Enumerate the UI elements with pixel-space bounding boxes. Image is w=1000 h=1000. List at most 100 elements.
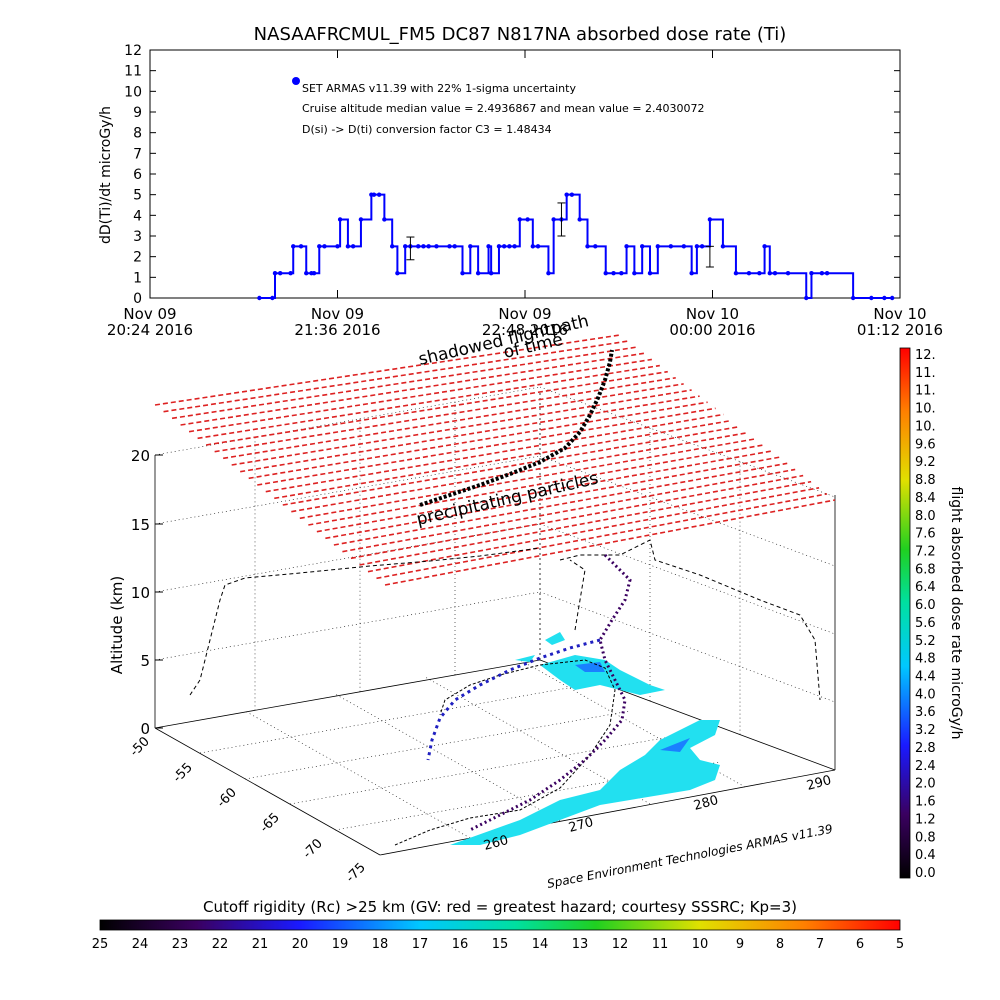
data-point [551, 217, 556, 222]
colorbar-vertical-label: flight absorbed dose rate microGy/h [948, 487, 964, 740]
data-point [421, 244, 426, 249]
track-upper-segment [419, 349, 614, 507]
colorbar-horizontal-tick: 10 [692, 937, 709, 952]
plane-hatch-line [325, 456, 780, 540]
colorbar-vertical-tick: 6.0 [915, 598, 936, 613]
data-point [486, 244, 491, 249]
y-tick-label: 5 [133, 188, 142, 204]
data-point [507, 244, 512, 249]
colorbar-vertical-tick: 2.4 [915, 759, 936, 774]
y-tick-label: 4 [133, 208, 142, 224]
data-point [475, 271, 481, 276]
altitude-tick-label: 20 [131, 447, 150, 465]
colorbar-horizontal-tick: 20 [292, 937, 309, 952]
y-tick-label: 6 [133, 167, 142, 183]
plane-hatch-line [333, 462, 788, 546]
data-point [850, 295, 856, 301]
colorbar-horizontal-title: Cutoff rigidity (Rc) >25 km (GV: red = g… [203, 898, 797, 916]
cutoff-rigidity-colorbar: Cutoff rigidity (Rc) >25 km (GV: red = g… [92, 898, 904, 952]
plane-hatch-line [240, 395, 700, 473]
altitude-tick-label: 15 [131, 516, 150, 534]
colorbar-horizontal-tick: 18 [372, 937, 389, 952]
legend-marker [292, 77, 300, 85]
latitude-tick-label: -55 [170, 760, 196, 786]
data-point [512, 244, 517, 249]
colorbar-horizontal-tick: 22 [212, 937, 229, 952]
data-point [681, 244, 687, 249]
grid-line [539, 455, 836, 567]
plane-hatch-line [265, 413, 724, 493]
grid-line [154, 591, 541, 661]
data-point [585, 244, 590, 249]
data-point [376, 192, 382, 197]
colorbar-vertical-tick: 2.0 [915, 777, 936, 792]
colorbar-vertical-tick: 9.6 [915, 437, 936, 452]
y-tick-label: 11 [124, 64, 142, 80]
data-point [694, 244, 700, 249]
data-point [317, 244, 322, 249]
data-point [668, 244, 674, 249]
data-point [632, 271, 637, 276]
plane-hatch-line [308, 444, 764, 526]
data-point [746, 271, 752, 276]
data-point [564, 192, 569, 197]
latitude-tick-label: -75 [343, 860, 369, 886]
colorbar-horizontal-tick: 24 [132, 937, 149, 952]
longitude-tick-label: 290 [805, 773, 833, 794]
plane-hatch-line [188, 358, 652, 433]
colorbar-horizontal-tick: 21 [252, 937, 269, 952]
data-point [639, 244, 645, 249]
colorbar-vertical-tick: 3.6 [915, 705, 936, 720]
colorbar-vertical-tick: 8.0 [915, 509, 936, 524]
data-point [809, 271, 814, 276]
data-point [569, 192, 575, 197]
plane-hatch-line [342, 468, 796, 553]
colorbar-vertical-tick: 11. [915, 366, 936, 381]
colorbar-vertical-tick: 5.2 [915, 634, 936, 649]
3d-grid [154, 386, 836, 839]
data-point [733, 271, 739, 276]
precipitating-particles-plane [154, 334, 836, 586]
colorbar-vertical-tick: 8.8 [915, 473, 936, 488]
colorbar-horizontal-tick: 15 [492, 937, 509, 952]
data-point [488, 271, 494, 276]
data-point [785, 271, 791, 276]
colorbar-vertical-tick: 1.6 [915, 795, 936, 810]
data-point [647, 271, 653, 276]
data-point [767, 271, 772, 276]
colorbar-vertical-tick: 0.0 [915, 866, 936, 881]
data-point [322, 244, 327, 249]
y-tick-label: 9 [133, 105, 142, 121]
data-point [304, 271, 309, 276]
data-point [577, 217, 582, 222]
y-tick-label: 8 [133, 126, 142, 142]
data-point [824, 271, 830, 276]
latitude-tick-label: -70 [300, 836, 326, 862]
colorbar-horizontal-tick: 13 [572, 937, 589, 952]
plane-hatch-line [205, 370, 668, 446]
plane-hatch-line [282, 425, 740, 506]
y-tick-label: 0 [133, 291, 142, 307]
altitude-ticks: 0 5 10 15 20 [131, 447, 163, 738]
data-point [525, 217, 530, 222]
flight-track-3d [419, 349, 632, 832]
y-tick-label: 7 [133, 146, 142, 162]
data-point [720, 244, 726, 249]
longitude-ticks: 260 270 280 290 [482, 773, 833, 854]
y-tick-label: 1 [133, 270, 142, 286]
colorbar-horizontal-tick: 16 [452, 937, 469, 952]
colorbar-horizontal-tick: 25 [92, 937, 109, 952]
longitude-tick-label: 260 [482, 833, 510, 854]
data-point [382, 217, 387, 222]
colorbar-vertical [899, 347, 911, 879]
x-tick-time: 22:48 2016 [482, 321, 568, 339]
data-point [288, 271, 293, 276]
credit-text: Space Environment Technologies ARMAS v11… [546, 822, 834, 891]
data-point [278, 271, 283, 276]
colorbar-horizontal-tick: 19 [332, 937, 349, 952]
data-point [501, 244, 507, 249]
colorbar-vertical-tick: 8.4 [915, 491, 936, 506]
data-point [889, 295, 895, 301]
